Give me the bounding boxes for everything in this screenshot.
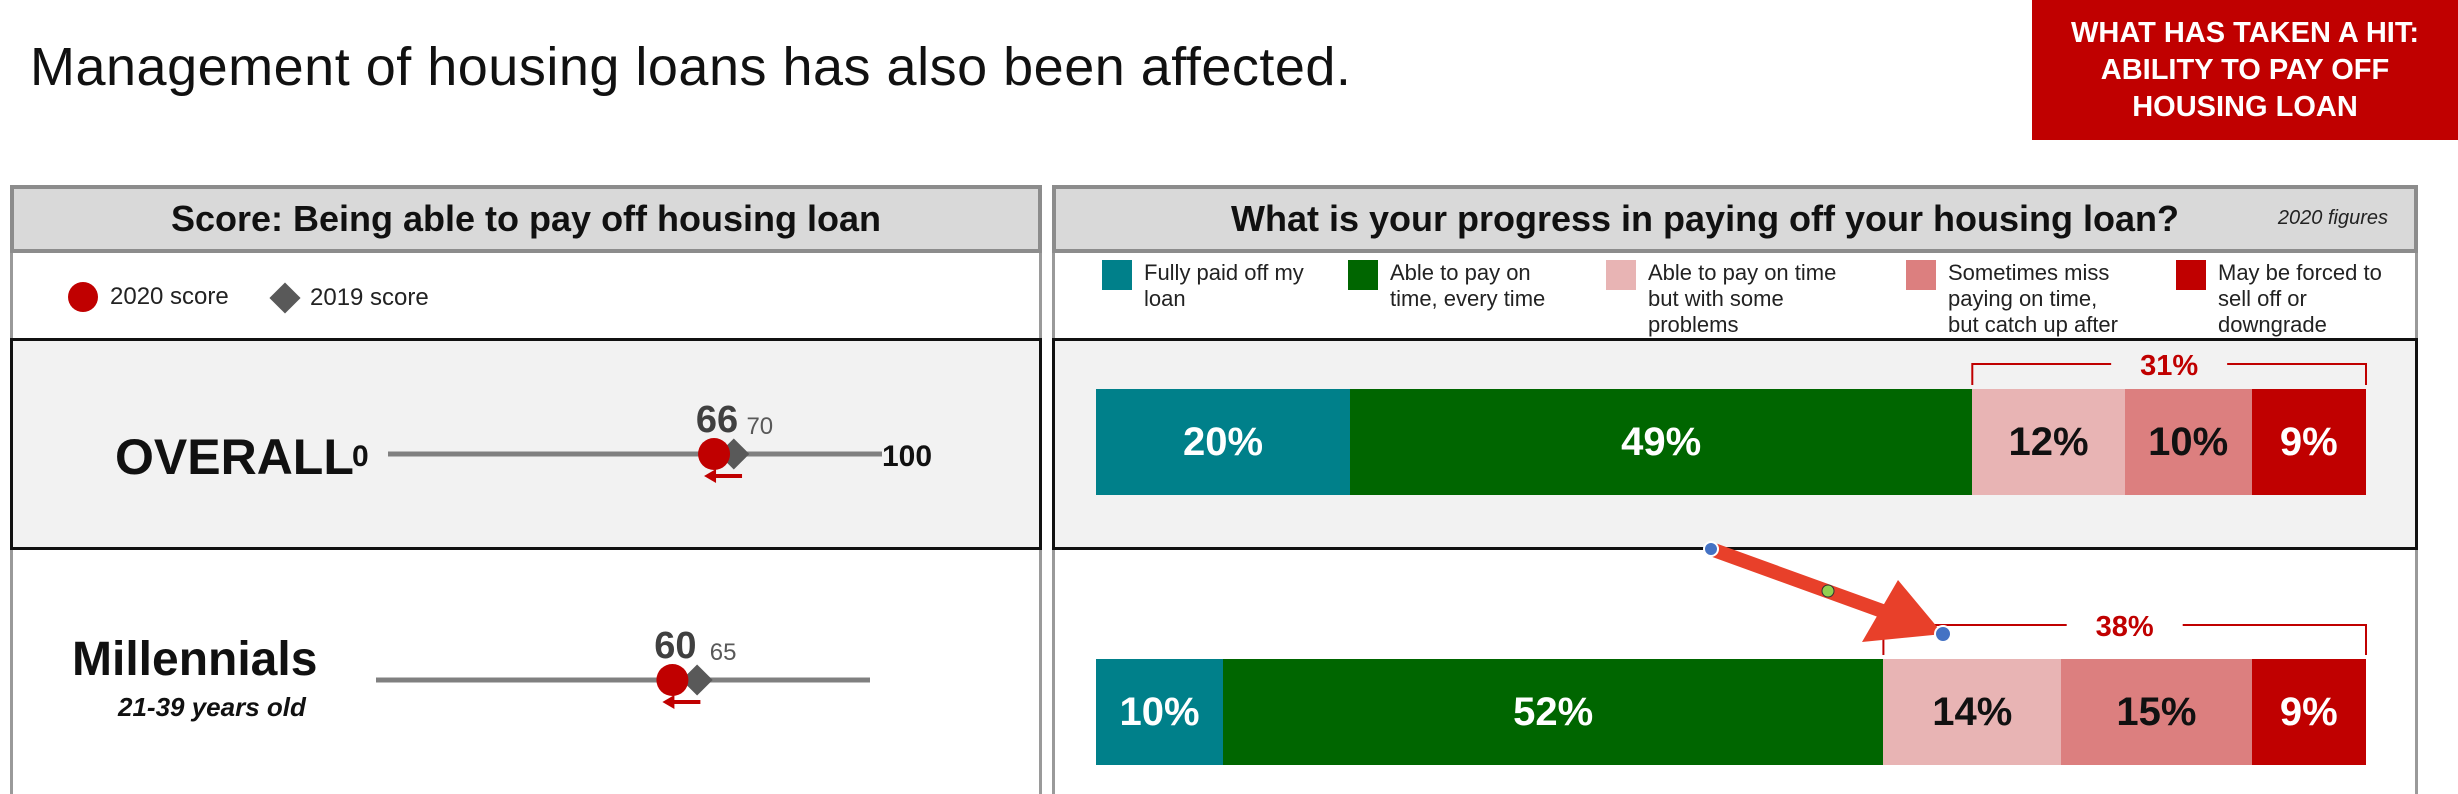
callout-arrow-start-handle <box>1703 541 1719 557</box>
legend-sometimes-miss: Sometimes miss paying on time, but catch… <box>1906 260 2118 338</box>
legend-pay-on-time-line-2: time, every time <box>1390 286 1546 311</box>
axis-min-label: 0 <box>352 440 369 473</box>
bracket-label-overall: 31% <box>2140 350 2198 382</box>
legend-some-problems-line-1: Able to pay on time <box>1648 260 1837 285</box>
legend-forced-sell: May be forced to sell off or downgrade <box>2176 260 2382 338</box>
row-label-overall: OVERALL <box>115 429 354 485</box>
legend-pay-on-time: Able to pay on time, every time <box>1348 260 1545 312</box>
value-2019-overall: 70 <box>746 413 773 440</box>
row-label-millennials: Millennials <box>72 633 318 686</box>
progress-panel-title-text: What is your progress in paying off your… <box>1230 198 2180 239</box>
green-swatch-icon <box>1348 260 1378 290</box>
marker-2020-overall <box>698 438 731 470</box>
legend-fully-paid-text: Fully paid off my loan <box>1144 260 1304 312</box>
legend-fully-paid: Fully paid off my loan <box>1102 260 1304 312</box>
decline-arrow-head-millennials <box>662 695 675 709</box>
bar-segment-millennials-some-problems: 14% <box>1883 659 2062 765</box>
score-chart: 0 100 66 70 60 65 <box>352 399 932 709</box>
legend-2020-score: 2020 score <box>68 282 229 312</box>
legend-pay-on-time-line-1: Able to pay on <box>1390 260 1531 285</box>
legend-forced-sell-line-2: sell off or <box>2218 286 2307 311</box>
legend-sometimes-miss-line-1: Sometimes miss <box>1948 260 2110 285</box>
bar-segment-overall-pay-on-time: 49% <box>1350 389 1973 495</box>
teal-swatch-icon <box>1102 260 1132 290</box>
axis-max-label: 100 <box>882 440 932 473</box>
bracket-label-millennials: 38% <box>2096 611 2154 643</box>
light-pink-swatch-icon <box>1606 260 1636 290</box>
legend-forced-sell-line-3: downgrade <box>2218 312 2327 337</box>
decline-arrow-head-overall <box>704 469 717 483</box>
mid-pink-swatch-icon <box>1906 260 1936 290</box>
value-2020-millennials: 60 <box>654 625 696 667</box>
bar-segment-millennials-pay-on-time: 52% <box>1223 659 1884 765</box>
red-swatch-icon <box>2176 260 2206 290</box>
circle-marker-icon <box>68 282 98 312</box>
value-2019-millennials: 65 <box>710 639 737 666</box>
bracket-left-overall <box>1971 363 2112 385</box>
bar-segment-overall-some-problems: 12% <box>1972 389 2125 495</box>
bar-segment-millennials-sometimes-miss: 15% <box>2061 659 2252 765</box>
legend-some-problems-text: Able to pay on time but with some proble… <box>1648 260 1836 338</box>
legend-some-problems-line-3: problems <box>1648 312 1739 337</box>
value-2020-overall: 66 <box>696 399 738 441</box>
legend-forced-sell-text: May be forced to sell off or downgrade <box>2218 260 2382 338</box>
legend-2020-score-label: 2020 score <box>110 283 229 310</box>
bar-segment-overall-fully-paid: 20% <box>1096 389 1350 495</box>
hit-badge-line-3: HOUSING LOAN <box>2132 90 2358 123</box>
callout-arrow-mid-handle <box>1821 584 1835 598</box>
page-title: Management of housing loans has also bee… <box>30 37 1352 97</box>
legend-fully-paid-line-2: loan <box>1144 286 1186 311</box>
score-panel-title: Score: Being able to pay off housing loa… <box>10 185 1042 253</box>
legend-pay-on-time-text: Able to pay on time, every time <box>1390 260 1545 312</box>
callout-arrow-shaft <box>1704 542 1892 619</box>
legend-sometimes-miss-line-2: paying on time, <box>1948 286 2098 311</box>
hit-badge-line-1: WHAT HAS TAKEN A HIT: <box>2071 16 2419 49</box>
legend-forced-sell-line-1: May be forced to <box>2218 260 2382 285</box>
score-panel-title-text: Score: Being able to pay off housing loa… <box>170 198 882 239</box>
legend-2019-score: 2019 score <box>269 282 429 314</box>
legend-fully-paid-line-1: Fully paid off my <box>1144 260 1304 285</box>
hit-badge-line-2: ABILITY TO PAY OFF <box>2100 53 2390 86</box>
figures-note: 2020 figures <box>2277 207 2388 229</box>
callout-arrow-end-handle <box>1934 625 1952 643</box>
callout-arrow-head <box>1862 580 1943 642</box>
bar-segment-overall-forced-sell: 9% <box>2251 389 2366 495</box>
row-sublabel-millennials: 21-39 years old <box>118 692 306 722</box>
bar-segment-overall-sometimes-miss: 10% <box>2124 389 2252 495</box>
left-overall-row-band <box>10 338 1042 550</box>
legend-sometimes-miss-line-3: but catch up after <box>1948 312 2118 337</box>
progress-panel-title: What is your progress in paying off your… <box>1052 185 2418 253</box>
marker-2020-millennials <box>656 664 689 696</box>
bar-segment-millennials-fully-paid: 10% <box>1096 659 1223 765</box>
bar-segment-millennials-forced-sell: 9% <box>2251 659 2366 765</box>
legend-some-problems-line-2: but with some <box>1648 286 1784 311</box>
hit-badge: WHAT HAS TAKEN A HIT: ABILITY TO PAY OFF… <box>2032 0 2458 140</box>
legend-sometimes-miss-text: Sometimes miss paying on time, but catch… <box>1948 260 2118 338</box>
legend-some-problems: Able to pay on time but with some proble… <box>1606 260 1836 338</box>
legend-2019-score-label: 2019 score <box>310 284 429 311</box>
bracket-right-overall <box>2227 363 2367 385</box>
bracket-right-millennials <box>2182 624 2367 655</box>
